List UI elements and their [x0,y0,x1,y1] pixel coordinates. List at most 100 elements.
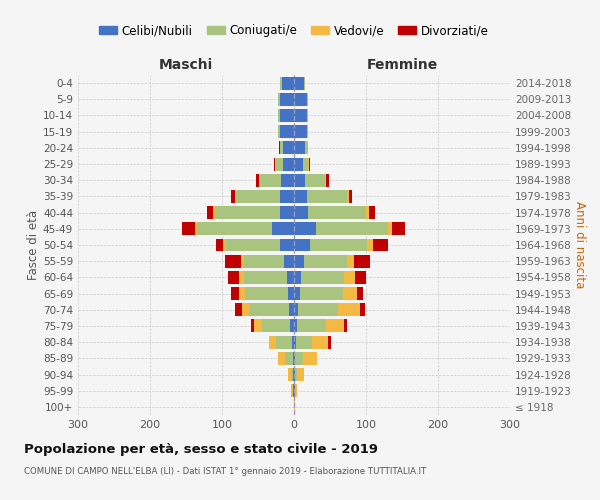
Bar [307,109,308,122]
Bar [291,368,293,381]
Bar [289,304,294,316]
Bar [300,287,343,300]
Bar [294,158,302,170]
Bar [367,238,373,252]
Bar [294,304,298,316]
Bar [225,254,241,268]
Bar [295,384,297,397]
Bar [278,109,280,122]
Bar [244,254,284,268]
Bar [325,174,326,186]
Bar [294,400,295,413]
Bar [280,206,294,219]
Bar [294,125,307,138]
Bar [297,320,326,332]
Bar [294,271,301,284]
Bar [316,222,388,235]
Bar [307,190,347,203]
Text: Femmine: Femmine [367,58,437,72]
Bar [207,206,212,219]
Bar [232,190,235,203]
Bar [256,174,259,186]
Bar [347,190,349,203]
Bar [283,142,294,154]
Bar [294,142,305,154]
Bar [294,254,304,268]
Bar [294,93,307,106]
Bar [344,271,355,284]
Bar [287,271,294,284]
Bar [254,320,262,332]
Bar [283,158,294,170]
Bar [294,206,308,219]
Bar [278,125,280,138]
Bar [275,158,276,170]
Bar [226,238,280,252]
Bar [366,206,369,219]
Bar [239,287,245,300]
Bar [310,238,367,252]
Bar [305,142,308,154]
Bar [312,336,328,348]
Bar [215,238,223,252]
Bar [229,271,239,284]
Bar [294,109,307,122]
Y-axis label: Fasce di età: Fasce di età [27,210,40,280]
Bar [304,254,347,268]
Bar [235,304,242,316]
Bar [292,336,294,348]
Bar [308,158,309,170]
Bar [286,352,293,365]
Bar [302,352,317,365]
Bar [287,368,291,381]
Bar [297,368,304,381]
Bar [280,109,294,122]
Bar [294,222,316,235]
Bar [293,384,294,397]
Bar [307,125,308,138]
Text: Popolazione per età, sesso e stato civile - 2019: Popolazione per età, sesso e stato civil… [24,442,378,456]
Bar [344,320,347,332]
Bar [388,222,392,235]
Bar [369,206,374,219]
Text: COMUNE DI CAMPO NELL'ELBA (LI) - Dati ISTAT 1° gennaio 2019 - Elaborazione TUTTI: COMUNE DI CAMPO NELL'ELBA (LI) - Dati IS… [24,468,426,476]
Bar [305,174,325,186]
Bar [294,174,305,186]
Bar [294,384,295,397]
Bar [280,76,282,90]
Bar [338,304,359,316]
Bar [278,93,280,106]
Bar [293,352,294,365]
Bar [280,125,294,138]
Bar [230,287,239,300]
Bar [290,320,294,332]
Bar [326,320,344,332]
Bar [279,142,280,154]
Bar [269,336,276,348]
Bar [282,76,294,90]
Bar [294,336,296,348]
Bar [347,254,355,268]
Bar [245,287,288,300]
Bar [281,174,294,186]
Bar [294,320,297,332]
Legend: Celibi/Nubili, Coniugati/e, Vedovi/e, Divorziati/e: Celibi/Nubili, Coniugati/e, Vedovi/e, Di… [94,20,494,42]
Bar [359,304,365,316]
Bar [307,93,308,106]
Bar [262,320,290,332]
Bar [288,287,294,300]
Bar [392,222,405,235]
Bar [326,174,329,186]
Bar [291,384,293,397]
Bar [182,222,194,235]
Bar [284,254,294,268]
Bar [373,238,388,252]
Bar [223,238,226,252]
Bar [280,238,294,252]
Bar [294,287,300,300]
Bar [294,238,310,252]
Bar [276,336,292,348]
Bar [276,158,283,170]
Bar [280,93,294,106]
Bar [343,287,358,300]
